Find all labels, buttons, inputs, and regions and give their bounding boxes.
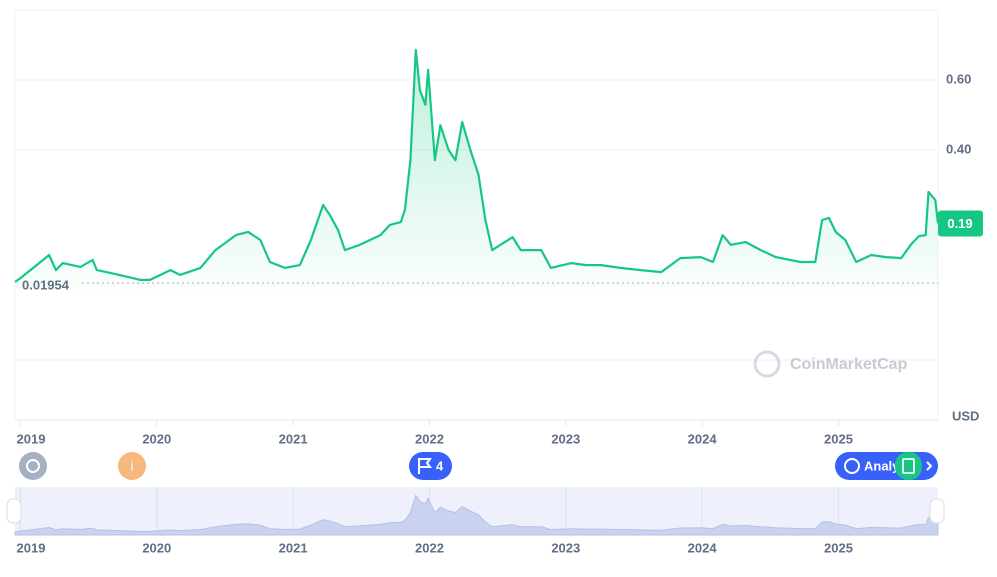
x-tick-label: 2025 [824, 431, 853, 446]
y-tick-label: 0.60 [946, 71, 971, 86]
watermark: CoinMarketCap [753, 350, 908, 378]
navigator-tick-label: 2024 [688, 540, 718, 555]
analysis-icon [844, 458, 860, 474]
navigator-tick-label: 2022 [415, 540, 444, 555]
navigator-handle-right[interactable] [929, 498, 945, 524]
y-tick-label: 0.40 [946, 141, 971, 156]
flag-icon [418, 458, 432, 474]
x-tick-label: 2024 [688, 431, 718, 446]
navigator-tick-label: 2020 [142, 540, 171, 555]
x-tick-label: 2023 [551, 431, 580, 446]
history-button[interactable] [19, 452, 47, 480]
history-icon [26, 459, 40, 473]
navigator-handle-left[interactable] [6, 498, 22, 524]
report-button[interactable] [895, 452, 922, 480]
current-price-label: 0.19 [947, 216, 972, 231]
navigator-tick-label: 2019 [17, 540, 46, 555]
navigator-area [14, 494, 939, 536]
next-arrow [926, 461, 933, 471]
info-text: i [131, 458, 134, 473]
flag-count: 4 [436, 458, 444, 473]
navigator-tick-label: 2021 [279, 540, 308, 555]
events-button[interactable] [409, 452, 452, 480]
currency-label: USD [952, 408, 979, 423]
x-tick-label: 2020 [142, 431, 171, 446]
navigator-tick-label: 2025 [824, 540, 853, 555]
report-icon [902, 458, 915, 474]
watermark-text: CoinMarketCap [790, 356, 908, 373]
x-tick-label: 2021 [279, 431, 308, 446]
price-line [14, 48, 940, 283]
info-button[interactable] [118, 452, 146, 480]
x-tick-label: 2019 [17, 431, 46, 446]
x-tick-label: 2022 [415, 431, 444, 446]
current-price-badge [938, 210, 983, 237]
navigator-tick-label: 2023 [551, 540, 580, 555]
